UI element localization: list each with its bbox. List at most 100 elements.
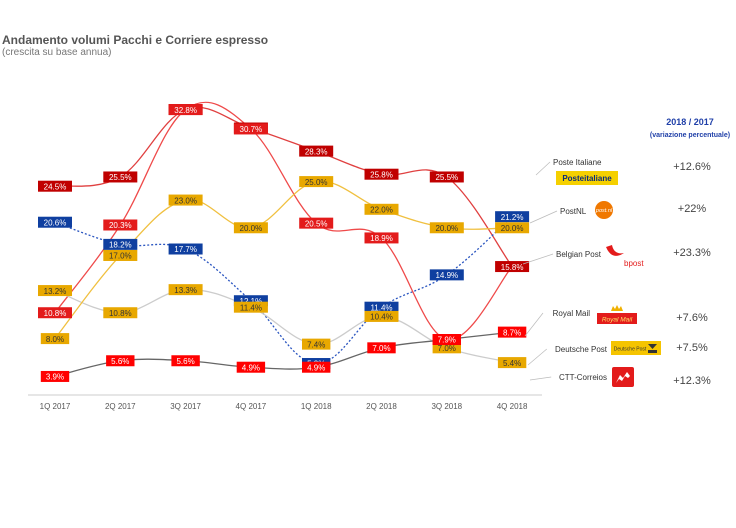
data-label-box xyxy=(38,307,72,319)
data-label-text: 7.4% xyxy=(307,340,325,349)
legend-name-royal-mail: Royal Mail xyxy=(553,309,591,318)
data-label-box xyxy=(103,307,138,319)
data-label-text: 5.6% xyxy=(176,357,194,366)
change-value-royal-mail: +7.6% xyxy=(676,312,708,324)
data-label-box xyxy=(103,219,138,231)
data-label-box xyxy=(432,334,461,346)
data-label-belgian-post: 10.8% xyxy=(38,307,72,319)
data-label-text: 20.6% xyxy=(44,218,67,227)
data-label-text: 5.4% xyxy=(503,359,521,368)
data-label-text: 21.2% xyxy=(501,213,524,222)
data-label-text: 4.9% xyxy=(307,363,325,372)
data-label-box xyxy=(106,355,135,367)
data-label-box xyxy=(497,357,527,369)
horse-icon xyxy=(616,372,630,383)
data-label-box xyxy=(495,222,530,234)
data-label-ctt-correios: 4.9% xyxy=(302,361,331,373)
data-label-belgian-post: 18.9% xyxy=(364,232,399,244)
data-label-postnl: 17.7% xyxy=(168,243,203,255)
data-label-text: 25.5% xyxy=(435,173,458,182)
data-label-text: 17.7% xyxy=(174,245,197,254)
chart-subtitle: (crescita su base annua) xyxy=(2,47,112,58)
data-label-text: 13.2% xyxy=(44,287,67,296)
deutsche-post-logo: Deutsche Post xyxy=(611,341,661,355)
data-label-text: 20.5% xyxy=(305,219,328,228)
data-label-ctt-correios: 3.9% xyxy=(40,370,70,382)
postnl-logo: post.nl xyxy=(595,201,613,219)
legend-name-deutsche-post: Deutsche Post xyxy=(555,345,608,354)
data-label-text: 32.8% xyxy=(174,106,197,115)
data-label-text: 28.3% xyxy=(305,147,328,156)
data-label-royal-mail: 10.4% xyxy=(364,310,399,322)
x-tick-label: 2Q 2017 xyxy=(105,402,136,411)
legend-leader-belgian-post xyxy=(522,253,554,265)
data-label-box xyxy=(168,194,203,206)
data-label-text: 4.9% xyxy=(242,363,260,372)
data-label-box xyxy=(495,261,530,273)
legend-name-belgian-post: Belgian Post xyxy=(556,250,602,259)
data-label-text: 18.2% xyxy=(109,241,132,250)
poste-italiane-logo: Posteitaliane xyxy=(556,171,618,185)
data-label-postnl: 12.1% xyxy=(233,295,268,307)
data-label-box xyxy=(364,232,399,244)
royal-mail-logo: Royal Mail xyxy=(597,305,637,324)
poste-logo-bg xyxy=(556,171,618,185)
data-label-box xyxy=(233,301,268,313)
data-label-text: 18.9% xyxy=(370,234,393,243)
data-label-ctt-correios: 8.7% xyxy=(497,326,527,338)
legend-leader-royal-mail xyxy=(524,312,544,337)
yoy-changes: 2018 / 2017 (variazione percentuale) +12.6… xyxy=(650,117,730,387)
chart-title: Andamento volumi Pacchi e Corriere espre… xyxy=(2,33,269,47)
data-label-poste-italiane: 24.5% xyxy=(38,180,72,192)
x-tick-label: 2Q 2018 xyxy=(366,402,397,411)
bpost-logo-text: bpost xyxy=(624,259,644,268)
ctt-logo-bg xyxy=(612,367,634,387)
data-label-text: 5.6% xyxy=(111,357,129,366)
data-label-text: 8.0% xyxy=(46,335,64,344)
bpost-logo: bpost xyxy=(606,245,644,268)
data-label-deutsche-post: 20.0% xyxy=(495,222,530,234)
data-label-box xyxy=(367,342,396,354)
data-label-text: 23.0% xyxy=(174,196,197,205)
data-label-box xyxy=(364,310,399,322)
data-label-royal-mail: 13.3% xyxy=(168,284,203,296)
data-label-postnl: 20.6% xyxy=(38,216,72,228)
posthorn-icon xyxy=(648,344,657,353)
data-label-box xyxy=(364,203,399,215)
data-label-royal-mail: 10.8% xyxy=(103,307,138,319)
data-label-box xyxy=(168,104,203,116)
x-tick-label: 4Q 2017 xyxy=(236,402,267,411)
change-header-title: 2018 / 2017 xyxy=(666,117,714,127)
data-label-deutsche-post: 20.0% xyxy=(233,222,268,234)
change-header-subtitle: (variazione percentuale) xyxy=(650,132,730,139)
data-label-ctt-correios: 4.9% xyxy=(236,361,266,373)
data-label-text: 20.0% xyxy=(240,224,263,233)
postnl-logo-circle xyxy=(595,201,613,219)
change-value-belgian-post: +23.3% xyxy=(673,247,711,259)
data-label-text: 8.7% xyxy=(503,328,521,337)
change-value-poste-italiane: +12.6% xyxy=(673,161,711,173)
data-label-belgian-post: 32.8% xyxy=(168,104,203,116)
data-label-text: 15.8% xyxy=(501,263,524,272)
legend-leader-deutsche-post xyxy=(527,348,548,366)
x-tick-label: 3Q 2018 xyxy=(431,402,462,411)
data-label-text: 11.4% xyxy=(370,303,392,312)
poste-logo-text: Posteitaliane xyxy=(562,174,612,183)
data-label-text: 14.9% xyxy=(435,271,458,280)
data-label-box xyxy=(40,370,70,382)
royal-mail-logo-text: Royal Mail xyxy=(602,317,633,324)
data-label-box xyxy=(429,269,464,281)
legend-leader-ctt-correios xyxy=(529,376,552,381)
legend-name-postnl: PostNL xyxy=(560,207,587,216)
data-label-box xyxy=(233,222,268,234)
data-label-text: 3.9% xyxy=(46,373,64,382)
data-label-belgian-post: 20.5% xyxy=(299,217,334,229)
data-label-deutsche-post: 25.0% xyxy=(299,176,334,188)
data-label-box xyxy=(168,243,203,255)
data-label-text: 12.1% xyxy=(240,297,263,306)
legend-name-ctt-correios: CTT-Correios xyxy=(559,373,607,382)
data-label-text: 25.8% xyxy=(370,170,393,179)
x-tick-label: 4Q 2018 xyxy=(497,402,528,411)
data-label-box xyxy=(38,216,72,228)
data-label-deutsche-post: 23.0% xyxy=(168,194,203,206)
